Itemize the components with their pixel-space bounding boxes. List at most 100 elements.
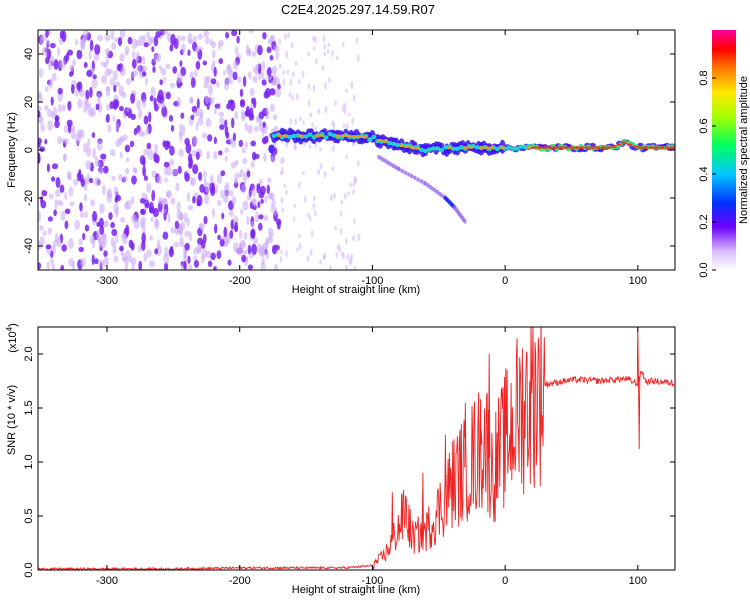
noise-dot: [194, 46, 201, 53]
noise-dot: [155, 31, 162, 38]
noise-dot: [163, 76, 167, 83]
noise-dot: [269, 192, 275, 200]
noise-dot: [69, 64, 74, 73]
noise-dot: [39, 35, 45, 45]
band-ridge: [526, 146, 532, 149]
noise-dot: [188, 263, 193, 270]
noise-dot: [257, 45, 263, 56]
noise-dot-faint: [334, 100, 337, 106]
band-ridge: [361, 136, 368, 139]
noise-dot: [147, 149, 154, 161]
noise-dot: [242, 200, 249, 211]
noise-dot: [227, 63, 232, 72]
noise-dot: [131, 175, 137, 185]
noise-dot-faint: [292, 216, 296, 222]
noise-dot: [194, 69, 198, 77]
noise-dot: [87, 138, 91, 148]
noise-dot: [119, 151, 123, 159]
noise-dot: [251, 188, 256, 198]
noise-dot: [190, 177, 197, 187]
band-ridge: [563, 146, 569, 149]
noise-dot: [176, 201, 181, 213]
noise-dot: [57, 87, 63, 95]
band-ridge: [611, 145, 617, 148]
noise-dot: [79, 212, 84, 219]
noise-dot: [247, 124, 253, 134]
noise-dot: [96, 139, 103, 151]
band-ridge: [446, 146, 452, 150]
noise-dot-faint: [356, 54, 360, 62]
noise-dot-faint: [307, 83, 311, 90]
noise-dot: [100, 61, 106, 67]
noise-dot: [78, 169, 82, 178]
noise-dot: [126, 77, 131, 86]
noise-dot: [107, 68, 114, 75]
noise-dot: [172, 66, 177, 74]
noise-dot: [186, 217, 190, 227]
band-ridge: [298, 134, 304, 137]
noise-dot: [97, 161, 101, 167]
noise-dot: [138, 108, 143, 120]
chirp-point: [409, 173, 414, 179]
noise-dot: [53, 59, 59, 70]
noise-dot: [141, 71, 147, 77]
noise-dot: [40, 123, 46, 132]
noise-dot: [47, 120, 53, 131]
noise-dot: [160, 208, 167, 214]
noise-dot-faint: [327, 42, 331, 47]
noise-dot: [121, 233, 128, 245]
noise-dot: [54, 120, 60, 129]
noise-dot: [39, 115, 44, 125]
noise-dot: [71, 84, 75, 94]
noise-dot: [101, 75, 107, 84]
noise-dot: [154, 248, 159, 255]
band-ridge: [484, 146, 490, 149]
noise-dot: [146, 142, 152, 150]
noise-dot: [153, 152, 158, 163]
noise-dot: [68, 123, 72, 134]
noise-dot: [130, 195, 135, 205]
noise-dot-faint: [280, 166, 284, 175]
noise-dot: [150, 217, 154, 222]
chirp-point: [416, 177, 420, 182]
noise-dot: [112, 246, 117, 254]
noise-dot: [184, 242, 190, 251]
noise-dot: [64, 220, 69, 230]
noise-dot-faint: [322, 254, 326, 261]
noise-dot-faint: [312, 46, 316, 51]
noise-dot: [205, 36, 210, 45]
noise-dot: [275, 50, 280, 60]
noise-dot: [64, 192, 68, 201]
noise-dot: [206, 150, 210, 160]
noise-dot: [210, 78, 217, 85]
noise-dot-faint: [331, 120, 335, 126]
noise-dot: [248, 113, 255, 121]
noise-dot: [248, 30, 254, 34]
noise-dot: [97, 93, 101, 104]
colorbar-tick-label: 0.0: [698, 262, 710, 277]
noise-dot: [230, 140, 237, 148]
noise-dot: [131, 38, 138, 50]
noise-dot: [44, 138, 48, 145]
band-core: [522, 144, 528, 150]
noise-dot-faint: [309, 112, 313, 118]
band-ridge: [462, 146, 468, 149]
noise-dot: [38, 94, 43, 103]
noise-dot-faint: [336, 244, 340, 251]
noise-dot-faint: [323, 253, 327, 259]
noise-dot: [165, 92, 171, 100]
noise-dot-faint: [339, 227, 343, 235]
band-core: [327, 131, 333, 137]
noise-dot: [246, 170, 251, 178]
noise-dot: [240, 184, 247, 194]
band-ridge: [377, 138, 383, 142]
band-ridge: [478, 146, 484, 149]
noise-dot: [53, 209, 57, 217]
noise-dot: [263, 214, 269, 222]
noise-dot: [126, 106, 130, 113]
noise-dot: [260, 262, 266, 270]
noise-dot: [56, 199, 62, 206]
noise-dot-faint: [298, 181, 301, 189]
band-ridge: [632, 145, 638, 148]
noise-dot: [240, 208, 244, 215]
